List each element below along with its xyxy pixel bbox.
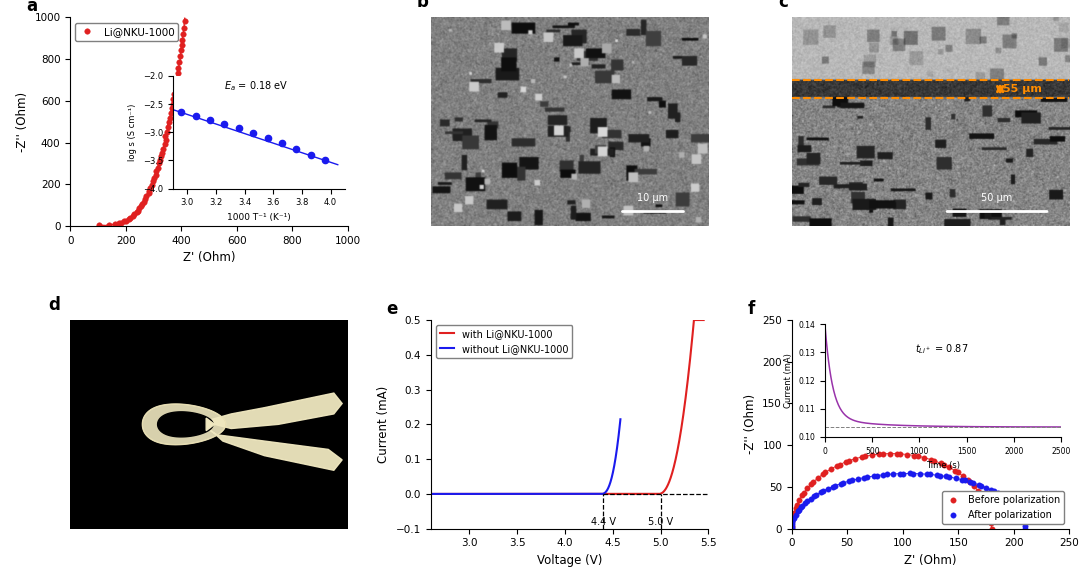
Text: a: a xyxy=(26,0,37,15)
Li@NKU-1000 xyxy=(171,69,184,76)
Y-axis label: Current (mA): Current (mA) xyxy=(377,386,391,463)
Before polarization xyxy=(883,450,896,457)
Li@NKU-1000 xyxy=(176,30,189,37)
without Li@NKU-1000 xyxy=(576,490,589,497)
without Li@NKU-1000 xyxy=(599,488,612,495)
After polarization xyxy=(1018,525,1031,532)
Line: Li@NKU-1000: Li@NKU-1000 xyxy=(96,19,188,228)
with Li@NKU-1000 xyxy=(672,441,685,448)
Li@NKU-1000 xyxy=(92,221,105,228)
Polygon shape xyxy=(158,412,213,437)
Line: After polarization: After polarization xyxy=(788,471,1027,532)
After polarization xyxy=(923,471,936,478)
Before polarization xyxy=(811,475,824,482)
Li@NKU-1000 xyxy=(178,18,191,25)
Text: 4.4 V: 4.4 V xyxy=(591,517,616,527)
with Li@NKU-1000 xyxy=(443,490,456,497)
Before polarization xyxy=(791,502,804,509)
without Li@NKU-1000 xyxy=(424,490,437,497)
Text: c: c xyxy=(778,0,787,11)
with Li@NKU-1000 xyxy=(688,317,701,324)
with Li@NKU-1000 xyxy=(698,317,711,324)
Text: 55 μm: 55 μm xyxy=(1003,84,1042,94)
Y-axis label: -Z'' (Ohm): -Z'' (Ohm) xyxy=(744,394,757,454)
Text: 50 μm: 50 μm xyxy=(982,193,1013,203)
Before polarization xyxy=(985,525,998,532)
After polarization xyxy=(795,504,808,511)
Legend: Before polarization, After polarization: Before polarization, After polarization xyxy=(942,491,1064,524)
Text: 10 μm: 10 μm xyxy=(637,193,669,203)
Legend: Li@NKU-1000: Li@NKU-1000 xyxy=(76,23,178,41)
without Li@NKU-1000 xyxy=(470,490,483,497)
with Li@NKU-1000 xyxy=(609,490,622,497)
with Li@NKU-1000 xyxy=(618,490,631,497)
Before polarization xyxy=(985,520,998,527)
without Li@NKU-1000 xyxy=(595,490,608,497)
Y-axis label: -Z'' (Ohm): -Z'' (Ohm) xyxy=(16,92,29,152)
Text: b: b xyxy=(417,0,429,11)
Li@NKU-1000 xyxy=(162,119,175,125)
Polygon shape xyxy=(206,429,342,470)
Polygon shape xyxy=(208,393,342,429)
After polarization xyxy=(904,470,917,477)
X-axis label: Z' (Ohm): Z' (Ohm) xyxy=(183,252,235,264)
Before polarization xyxy=(842,457,855,464)
Text: d: d xyxy=(48,296,59,314)
After polarization xyxy=(1008,502,1021,509)
Line: Before polarization: Before polarization xyxy=(788,451,995,532)
After polarization xyxy=(1007,501,1020,508)
without Li@NKU-1000 xyxy=(490,490,503,497)
After polarization xyxy=(814,489,827,496)
Li@NKU-1000 xyxy=(134,203,147,210)
X-axis label: Voltage (V): Voltage (V) xyxy=(537,554,603,567)
with Li@NKU-1000 xyxy=(600,490,613,497)
with Li@NKU-1000 xyxy=(653,490,666,497)
Line: without Li@NKU-1000: without Li@NKU-1000 xyxy=(431,419,620,494)
After polarization xyxy=(834,480,847,487)
Text: e: e xyxy=(387,300,397,318)
Polygon shape xyxy=(143,404,226,444)
without Li@NKU-1000 xyxy=(613,416,626,423)
without Li@NKU-1000 xyxy=(540,490,553,497)
with Li@NKU-1000 xyxy=(424,490,437,497)
Before polarization xyxy=(800,485,813,492)
Text: 5.0 V: 5.0 V xyxy=(648,517,673,527)
Line: with Li@NKU-1000: with Li@NKU-1000 xyxy=(431,320,704,494)
Before polarization xyxy=(785,525,798,532)
Polygon shape xyxy=(206,418,215,431)
Before polarization xyxy=(980,502,993,509)
Li@NKU-1000 xyxy=(133,205,146,212)
Text: f: f xyxy=(747,300,755,318)
After polarization xyxy=(785,525,798,532)
X-axis label: Z' (Ohm): Z' (Ohm) xyxy=(904,554,957,567)
Legend: with Li@NKU-1000, without Li@NKU-1000: with Li@NKU-1000, without Li@NKU-1000 xyxy=(436,325,572,357)
Li@NKU-1000 xyxy=(166,101,179,107)
